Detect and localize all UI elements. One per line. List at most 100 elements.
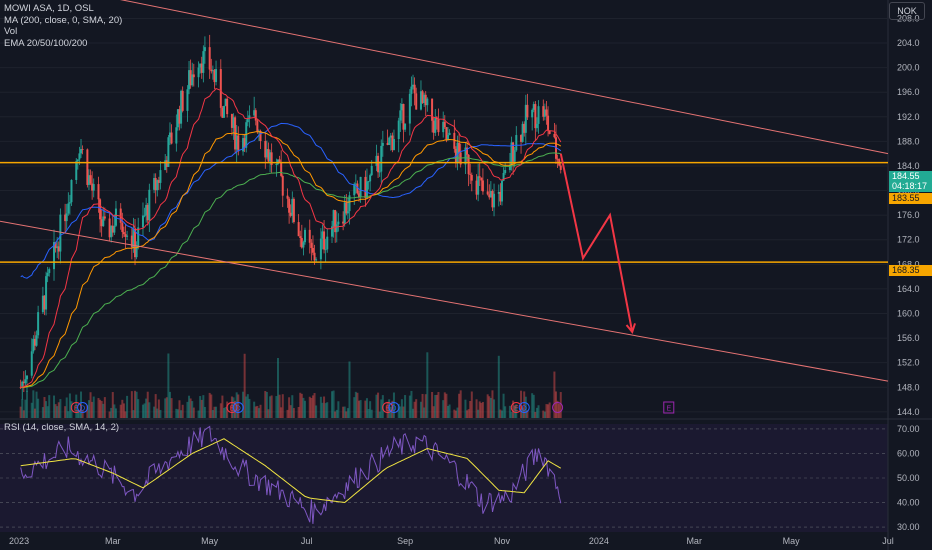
candle-body xyxy=(334,210,337,233)
candle-body xyxy=(45,276,48,310)
candle-body xyxy=(37,312,40,336)
volume-bar xyxy=(41,407,44,418)
rsi-legend[interactable]: RSI (14, close, SMA, 14, 2) xyxy=(4,422,120,433)
candle-body xyxy=(108,218,111,238)
volume-bar xyxy=(200,399,203,418)
candle-body xyxy=(57,246,60,252)
event-marker-label: D xyxy=(391,406,396,413)
candle-body xyxy=(442,121,445,133)
candle-body xyxy=(192,74,195,78)
candle-body xyxy=(419,91,422,110)
price-tick-label: 168.0 xyxy=(897,259,920,269)
volume-bar xyxy=(478,401,481,418)
volume-bar xyxy=(245,396,248,418)
candle-body xyxy=(100,219,103,227)
volume-bar xyxy=(335,409,338,418)
legend-ema[interactable]: EMA 20/50/100/200 xyxy=(4,37,88,49)
volume-bar xyxy=(281,394,284,418)
volume-bar xyxy=(76,410,79,418)
volume-bar xyxy=(153,406,156,418)
volume-bar xyxy=(378,411,381,418)
rsi-tick-label: 70.00 xyxy=(897,424,920,434)
earnings-marker xyxy=(510,402,522,413)
candle-body xyxy=(154,178,157,191)
volume-bar xyxy=(426,352,429,418)
event-marker-label: D xyxy=(236,406,241,413)
volume-bar xyxy=(291,395,294,418)
candle-body xyxy=(319,238,322,260)
candle-body xyxy=(311,247,314,253)
time-tick-label: Sep xyxy=(397,536,413,546)
volume-bar xyxy=(264,391,267,418)
volume-bar xyxy=(369,401,372,418)
candle-body xyxy=(157,180,160,183)
volume-bar xyxy=(237,394,240,418)
volume-bar xyxy=(243,353,246,418)
volume-bar xyxy=(337,401,340,418)
candle-body xyxy=(110,225,113,238)
event-marker-label: E xyxy=(230,406,235,413)
volume-bar xyxy=(165,397,168,418)
candle-body xyxy=(489,191,492,198)
price-tick-label: 208.0 xyxy=(897,13,920,23)
candle-body xyxy=(510,142,513,166)
candle-body xyxy=(377,155,380,173)
price-tick-label: 164.0 xyxy=(897,284,920,294)
volume-bar xyxy=(102,403,105,418)
volume-bar xyxy=(19,406,22,418)
candle-body xyxy=(348,195,351,212)
candle-body xyxy=(153,178,156,190)
price-tick-label: 200.0 xyxy=(897,63,920,73)
currency-button[interactable]: NOK xyxy=(889,2,925,20)
volume-bar xyxy=(404,395,407,418)
candle-body xyxy=(359,176,362,198)
volume-bar xyxy=(132,410,135,418)
volume-bar xyxy=(57,402,60,418)
volume-bar xyxy=(466,410,469,418)
volume-bar xyxy=(310,397,313,418)
candle-body xyxy=(264,141,267,158)
candle-body xyxy=(237,135,240,152)
volume-bar xyxy=(270,395,273,418)
volume-bar xyxy=(419,401,422,418)
volume-bar xyxy=(442,400,445,418)
candle-body xyxy=(167,137,170,167)
candle-body xyxy=(375,155,378,166)
price-tick-label: 188.0 xyxy=(897,136,920,146)
candle-body xyxy=(21,381,24,388)
volume-bar xyxy=(26,390,29,418)
candle-body xyxy=(165,160,168,167)
volume-bar xyxy=(311,395,314,418)
volume-bar xyxy=(313,393,316,418)
candle-body xyxy=(181,90,184,111)
volume-bar xyxy=(504,406,507,418)
volume-bar xyxy=(253,401,256,418)
event-marker-label: E xyxy=(74,406,79,413)
volume-bar xyxy=(180,410,183,418)
price-tick-label: 148.0 xyxy=(897,382,920,392)
candle-body xyxy=(477,176,480,195)
volume-bar xyxy=(410,390,413,418)
candle-body xyxy=(176,109,179,128)
legend-ma[interactable]: MA (200, close, 0, SMA, 20) xyxy=(4,14,123,26)
candle-body xyxy=(369,175,372,182)
candle-body xyxy=(222,105,225,118)
volume-bar xyxy=(554,391,557,418)
legend-vol[interactable]: Vol xyxy=(4,26,18,37)
drawings[interactable] xyxy=(0,0,889,382)
volume-bar xyxy=(531,393,534,418)
trendline-lower xyxy=(0,220,889,382)
candle-body xyxy=(488,194,491,198)
candle-body xyxy=(453,132,456,149)
candle-body xyxy=(289,212,292,216)
volume-bar xyxy=(553,371,556,418)
candle-body xyxy=(397,120,400,140)
volume-bar xyxy=(121,399,124,418)
volume-bar xyxy=(508,405,511,418)
volume-bar xyxy=(542,410,545,418)
candle-body xyxy=(135,245,138,258)
candle-body xyxy=(35,335,38,346)
candle-body xyxy=(446,134,449,140)
